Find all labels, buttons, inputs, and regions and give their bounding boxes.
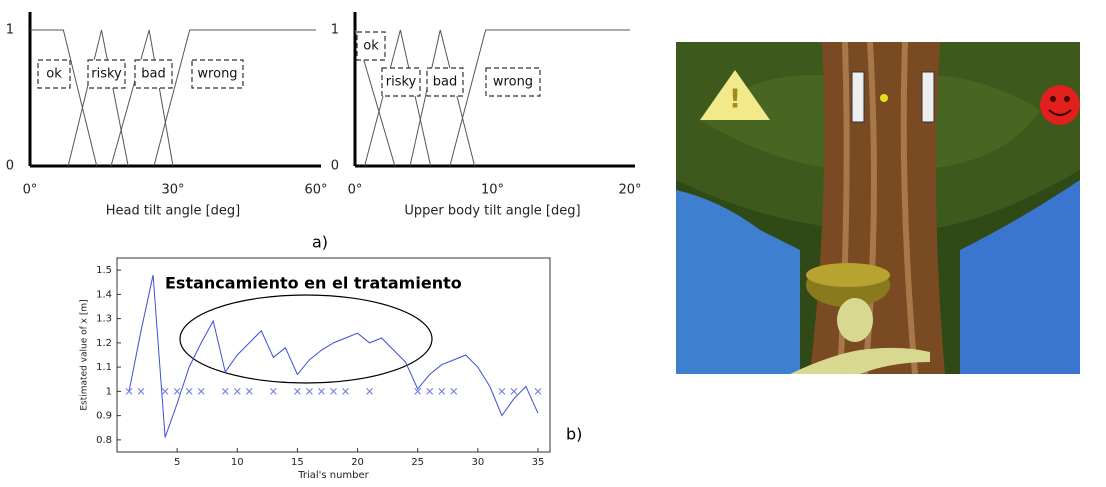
- marker: [439, 388, 445, 394]
- legend-label: ok: [363, 39, 379, 54]
- legend-label: bad: [433, 75, 457, 90]
- figure: ! a) b) 010°30°60°Head tilt angle [deg]o…: [0, 0, 1106, 483]
- marker: [138, 388, 144, 394]
- marker: [331, 388, 337, 394]
- x-tick-label: 20: [351, 457, 364, 468]
- legend-label: ok: [46, 67, 62, 82]
- marker: [367, 388, 373, 394]
- marker: [511, 388, 517, 394]
- x-axis-label: Trial's number: [297, 470, 369, 481]
- marker: [234, 388, 240, 394]
- x-tick-label: 10: [231, 457, 244, 468]
- y-tick-label: 1: [6, 23, 14, 38]
- x-tick-label: 10°: [481, 183, 504, 198]
- x-tick-label: 15: [291, 457, 304, 468]
- y-tick-label: 1: [106, 386, 112, 397]
- y-tick-label: 1.3: [96, 314, 112, 325]
- marker: [174, 388, 180, 394]
- marker: [162, 388, 168, 394]
- marker: [186, 388, 192, 394]
- membership-line: [111, 30, 173, 166]
- y-tick-label: 1.4: [96, 289, 112, 300]
- marker: [318, 388, 324, 394]
- x-axis-label: Upper body tilt angle [deg]: [404, 204, 580, 219]
- y-tick-label: 1.2: [96, 338, 112, 349]
- marker: [343, 388, 349, 394]
- marker: [246, 388, 252, 394]
- x-tick-label: 25: [411, 457, 424, 468]
- legend-label: risky: [386, 75, 417, 90]
- y-tick-label: 0: [6, 159, 14, 174]
- legend-label: bad: [141, 67, 165, 82]
- marker: [222, 388, 228, 394]
- game-screenshot: !: [676, 42, 1080, 374]
- panel-label: a): [312, 233, 328, 252]
- y-tick-label: 0: [331, 159, 339, 174]
- marker: [427, 388, 433, 394]
- annotation: Estancamiento en el tratamiento: [165, 274, 462, 293]
- marker: [294, 388, 300, 394]
- x-tick-label: 60°: [304, 183, 327, 198]
- marker: [270, 388, 276, 394]
- y-tick-label: 1.5: [96, 265, 112, 276]
- x-tick-label: 30°: [161, 183, 184, 198]
- x-axis-label: Head tilt angle [deg]: [106, 204, 241, 219]
- y-tick-label: 0.9: [96, 411, 112, 422]
- legend-label: wrong: [197, 67, 237, 82]
- membership-line: [154, 30, 316, 166]
- marker: [306, 388, 312, 394]
- y-axis-label: Estimated value of x [m]: [80, 299, 90, 410]
- legend-label: risky: [91, 67, 122, 82]
- x-tick-label: 5: [174, 457, 180, 468]
- membership-line: [30, 30, 97, 166]
- y-tick-label: 0.8: [96, 435, 112, 446]
- y-tick-label: 1: [331, 23, 339, 38]
- svg-text:!: !: [729, 85, 741, 115]
- membership-line: [410, 30, 475, 166]
- x-tick-label: 0°: [23, 183, 38, 198]
- marker: [451, 388, 457, 394]
- x-tick-label: 30: [471, 457, 484, 468]
- legend-label: wrong: [493, 75, 533, 90]
- marker: [198, 388, 204, 394]
- x-tick-label: 35: [532, 457, 545, 468]
- x-tick-label: 20°: [618, 183, 641, 198]
- membership-line: [68, 30, 128, 166]
- y-tick-label: 1.1: [96, 362, 112, 373]
- x-tick-label: 0°: [348, 183, 363, 198]
- marker: [535, 388, 541, 394]
- marker: [499, 388, 505, 394]
- panel-label: b): [566, 425, 582, 444]
- membership-line: [450, 30, 630, 166]
